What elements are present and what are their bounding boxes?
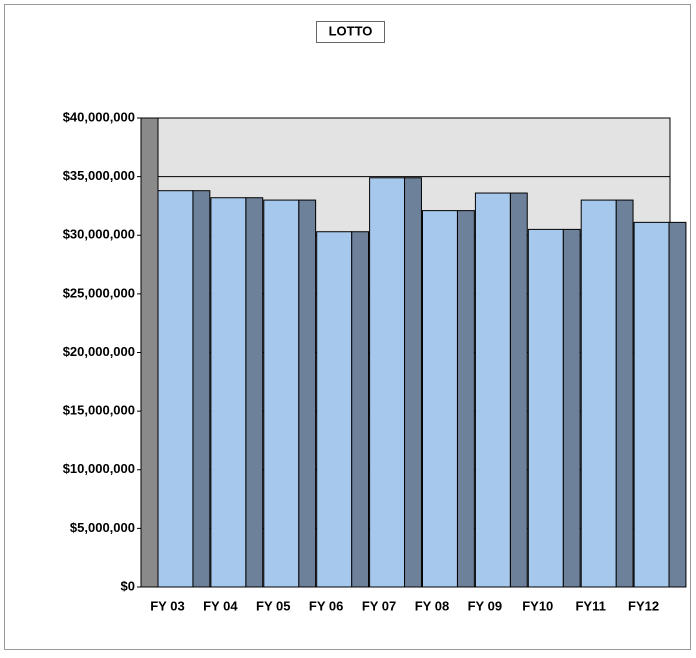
bar-side <box>245 197 264 588</box>
y-tick-label: $5,000,000 <box>70 520 135 535</box>
bar <box>527 228 564 588</box>
y-tick-label: $35,000,000 <box>63 168 135 183</box>
bar-side <box>192 190 211 588</box>
bar <box>474 192 511 588</box>
bar <box>633 221 670 588</box>
x-tick-label: FY11 <box>575 598 605 613</box>
bar-side <box>615 199 634 588</box>
x-tick-label: FY 04 <box>203 598 238 613</box>
bar <box>422 210 458 588</box>
side-wall <box>140 117 159 588</box>
x-tick-label: FY 05 <box>256 598 290 613</box>
bar <box>316 231 353 588</box>
y-tick-label: $15,000,000 <box>63 403 135 418</box>
y-tick-label: $25,000,000 <box>63 285 135 300</box>
bar <box>157 190 194 588</box>
x-tick-label: FY 03 <box>150 598 184 613</box>
bar-side <box>456 210 475 588</box>
bar-side <box>509 192 528 588</box>
chart-title: LOTTO <box>329 23 373 38</box>
y-tick-label: $40,000,000 <box>63 109 135 124</box>
x-tick-label: FY 09 <box>468 598 502 613</box>
bar <box>580 199 617 588</box>
x-tick-label: FY 08 <box>415 598 449 613</box>
bar-side <box>668 221 687 588</box>
bar <box>369 177 406 588</box>
bar <box>210 197 247 588</box>
bar-side <box>298 199 317 588</box>
bar-side <box>562 228 581 588</box>
bar <box>263 199 300 588</box>
bar-side <box>351 231 370 588</box>
x-tick-label: FY12 <box>628 598 659 613</box>
x-tick-label: FY 06 <box>309 598 343 613</box>
y-tick-label: $20,000,000 <box>63 344 135 359</box>
y-tick-label: $30,000,000 <box>63 227 135 242</box>
title-box <box>316 21 385 43</box>
bar-side <box>404 177 422 588</box>
x-tick-label: FY10 <box>522 598 553 613</box>
y-tick-label: $10,000,000 <box>63 461 135 476</box>
y-tick-label: $0 <box>121 578 135 593</box>
x-tick-label: FY 07 <box>362 598 396 613</box>
